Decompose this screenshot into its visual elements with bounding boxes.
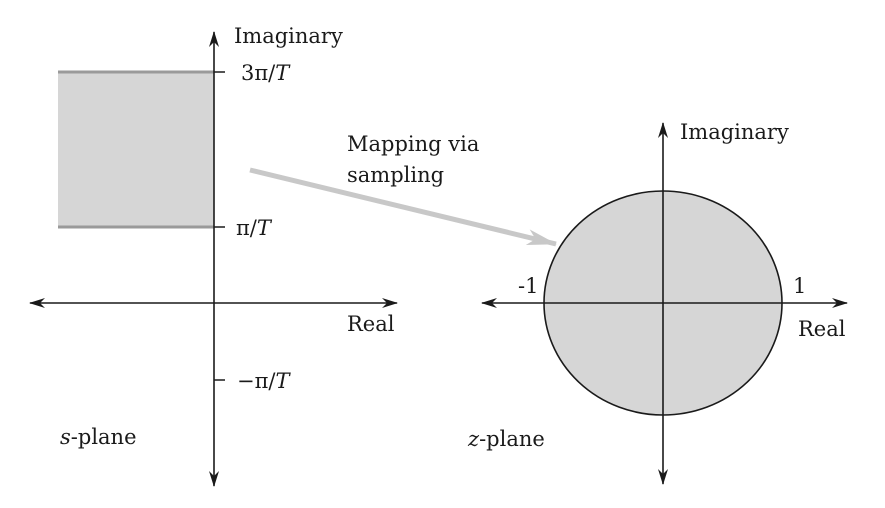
z-plane-suffix: -plane bbox=[479, 427, 545, 451]
s-plane-tick-label-neg-pi-over-t: −π/T bbox=[237, 369, 291, 393]
z-plane-real-label: Real bbox=[798, 317, 846, 341]
z-plane-tick-label-one: 1 bbox=[793, 274, 806, 298]
s-plane-var: s bbox=[60, 425, 71, 449]
s-plane-tick-label-pi-over-t: π/T bbox=[236, 216, 273, 240]
tick-neg-pi-prefix: −π/ bbox=[237, 369, 276, 393]
z-plane-tick-label-neg-one: -1 bbox=[518, 274, 538, 298]
mapping-label-line1: Mapping via bbox=[347, 132, 479, 156]
z-plane-var: z bbox=[467, 427, 480, 451]
mapping-label-line2: sampling bbox=[347, 163, 444, 187]
s-plane-imaginary-label: Imaginary bbox=[234, 24, 343, 48]
tick-3pi-var: T bbox=[275, 61, 291, 85]
z-plane-imaginary-label: Imaginary bbox=[680, 120, 789, 144]
s-plane-tick-label-3pi-over-t: 3π/T bbox=[241, 61, 291, 85]
mapping-arrow-group: Mapping via sampling bbox=[249, 132, 557, 247]
s-plane-real-label: Real bbox=[347, 312, 395, 336]
tick-pi-prefix: π/ bbox=[236, 216, 258, 240]
tick-pi-var: T bbox=[257, 216, 273, 240]
s-plane-shaded-strip bbox=[58, 72, 214, 227]
z-plane: Imaginary Real -1 1 z-plane bbox=[467, 120, 848, 485]
tick-3pi-prefix: 3π/ bbox=[241, 61, 276, 85]
s-plane-title: s-plane bbox=[60, 425, 137, 449]
s-plane: Imaginary Real 3π/T π/T −π/T s-plane bbox=[29, 24, 398, 487]
tick-neg-pi-var: T bbox=[275, 369, 291, 393]
mapping-arrow bbox=[249, 167, 557, 247]
z-plane-title: z-plane bbox=[467, 427, 545, 451]
s-plane-suffix: -plane bbox=[71, 425, 137, 449]
